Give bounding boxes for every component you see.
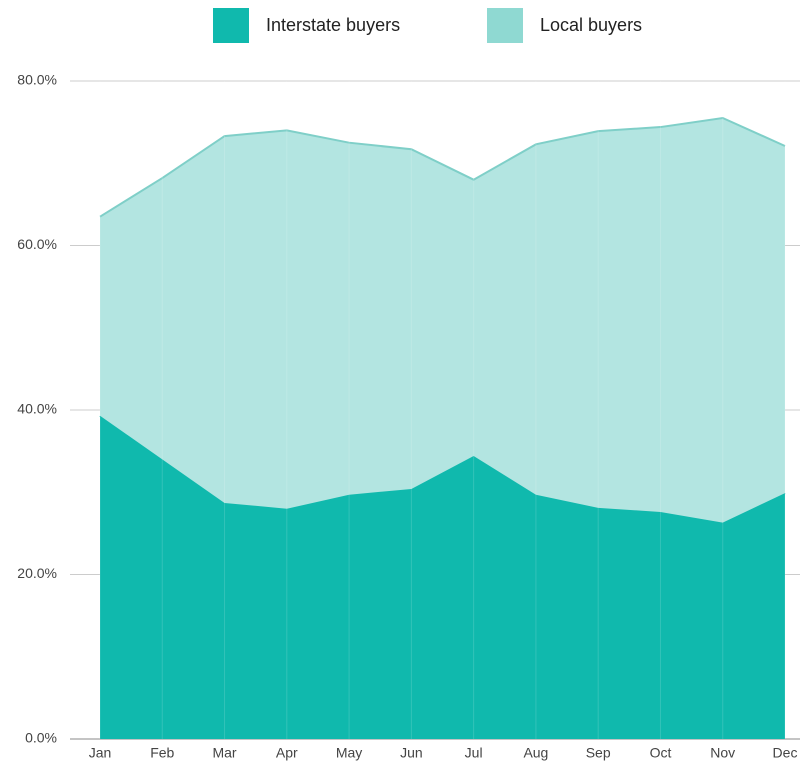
x-tick-label: Sep <box>586 745 611 761</box>
x-tick-label: Mar <box>212 745 236 761</box>
legend-swatch <box>487 8 523 43</box>
x-tick-label: May <box>336 745 362 761</box>
area <box>100 415 785 739</box>
x-tick-label: Jan <box>89 745 112 761</box>
legend-swatch <box>213 8 249 43</box>
y-tick-label: 60.0% <box>17 236 57 252</box>
y-tick-label: 80.0% <box>17 72 57 88</box>
area <box>100 118 785 523</box>
area-edge <box>99 116 786 218</box>
legend-label: Interstate buyers <box>266 15 400 35</box>
x-tick-label: Aug <box>523 745 548 761</box>
y-tick-label: 40.0% <box>17 401 57 417</box>
x-tick-label: Oct <box>650 745 672 761</box>
x-tick-label: Nov <box>710 745 735 761</box>
area-edge <box>99 414 786 524</box>
legend-label: Local buyers <box>540 15 642 35</box>
x-tick-label: Apr <box>276 745 298 761</box>
x-tick-label: Jul <box>465 745 483 761</box>
y-tick-label: 20.0% <box>17 565 57 581</box>
x-tick-label: Feb <box>150 745 174 761</box>
x-tick-label: Dec <box>773 745 798 761</box>
y-tick-label: 0.0% <box>25 730 57 746</box>
x-tick-label: Jun <box>400 745 423 761</box>
